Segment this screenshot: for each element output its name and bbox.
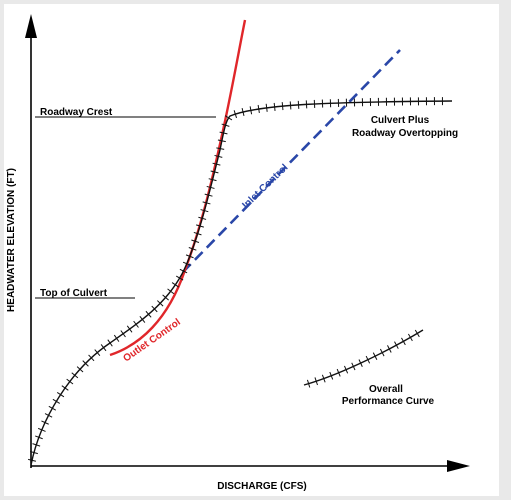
curve-tick [379, 348, 385, 357]
curve-tick [257, 104, 260, 113]
curve-tick [249, 106, 253, 115]
curve-tick [76, 366, 84, 373]
curve-tick [387, 345, 392, 353]
curve-tick [32, 443, 41, 447]
curve-tick [200, 209, 209, 213]
curve-tick [321, 374, 326, 383]
curve-tick [44, 413, 53, 418]
curve-tick [212, 162, 221, 166]
curve-tick [204, 193, 213, 197]
curve-tick [133, 320, 139, 328]
curve-tick [56, 392, 65, 398]
curve-tick [139, 315, 146, 323]
curve-tick [289, 101, 292, 110]
curve-tick [48, 405, 57, 411]
curve-tick [162, 294, 169, 301]
curve-tick [145, 310, 152, 318]
overall-label-line1: Overall [369, 384, 403, 395]
curve-tick [156, 300, 164, 307]
curve-tick [221, 123, 230, 127]
curve-tick [216, 147, 225, 150]
legend-sample-curve [303, 329, 424, 386]
curve-tick [401, 337, 406, 346]
plot-area [4, 4, 499, 496]
curve-tick [241, 107, 245, 116]
outlet-control-label: Outlet Control [121, 317, 183, 365]
curve-tick [28, 458, 37, 462]
curve-tick [100, 344, 107, 352]
curve-tick [273, 102, 276, 111]
curve-tick [219, 131, 228, 135]
curve-tick [182, 261, 191, 266]
inlet-control-curve [182, 49, 401, 273]
curve-tick [233, 110, 238, 119]
curve-tick [175, 275, 184, 281]
curve-tick [82, 360, 89, 367]
y-axis-arrow [25, 14, 37, 38]
curve-tick [344, 365, 349, 374]
curve-tick [61, 385, 69, 391]
curve-tick [329, 371, 334, 380]
curve-tick [191, 239, 200, 243]
curve-tick [198, 216, 207, 220]
curve-tick [171, 282, 179, 288]
curve-tick [179, 268, 188, 274]
x-axis-label: DISCHARGE (CFS) [217, 481, 306, 492]
curve-tick [208, 178, 217, 182]
curve-tick [167, 288, 175, 295]
curve-tick [217, 139, 226, 143]
curve-tick [71, 372, 79, 379]
curve-tick [37, 427, 46, 432]
curve-tick [126, 325, 133, 333]
curve-tick [358, 359, 363, 367]
curve-tick [306, 379, 311, 388]
curve-tick [35, 435, 43, 440]
curve-tick [88, 354, 95, 362]
curve-tick [188, 247, 197, 251]
curve-tick [394, 341, 399, 349]
curve-tick [314, 377, 318, 386]
culvert-plus-label-line1: Culvert Plus [371, 115, 430, 126]
curve-tick [224, 115, 233, 121]
legend-curve-ticks [306, 329, 420, 388]
roadway-crest-label: Roadway Crest [40, 107, 113, 118]
curve-tick [281, 102, 284, 111]
overall-curve-ticks [28, 97, 443, 462]
curve-tick [265, 103, 268, 112]
curve-tick [365, 355, 371, 364]
curve-tick [107, 339, 113, 347]
curve-tick [196, 224, 204, 228]
outlet-control-curve [109, 19, 247, 357]
inlet-control-label: Inlet Control [240, 162, 290, 211]
top-of-culvert-label: Top of Culvert [40, 288, 108, 299]
x-axis-arrow [447, 460, 470, 472]
curve-tick [297, 100, 300, 109]
curve-tick [336, 368, 341, 377]
curve-tick [41, 420, 49, 425]
curve-tick [206, 185, 215, 189]
curve-tick [414, 329, 420, 338]
curve-tick [214, 154, 223, 158]
curve-tick [351, 362, 356, 371]
curve-tick [202, 201, 211, 205]
curve-tick [185, 254, 194, 259]
curve-tick [120, 330, 126, 338]
culvert-plus-label-line2: Roadway Overtopping [352, 128, 458, 139]
y-axis-label: HEADWATER ELEVATION (FT) [6, 168, 17, 312]
curve-tick [151, 305, 158, 313]
curve-tick [94, 349, 101, 356]
curve-tick [29, 450, 38, 455]
curve-tick [210, 170, 219, 174]
curve-tick [193, 231, 202, 236]
curve-tick [407, 333, 413, 342]
curve-tick [372, 352, 378, 360]
curve-tick [66, 378, 74, 385]
overall-label-line2: Performance Curve [342, 396, 435, 407]
curve-tick [113, 334, 120, 342]
overall-performance-curve [30, 100, 453, 466]
curve-tick [52, 398, 61, 404]
